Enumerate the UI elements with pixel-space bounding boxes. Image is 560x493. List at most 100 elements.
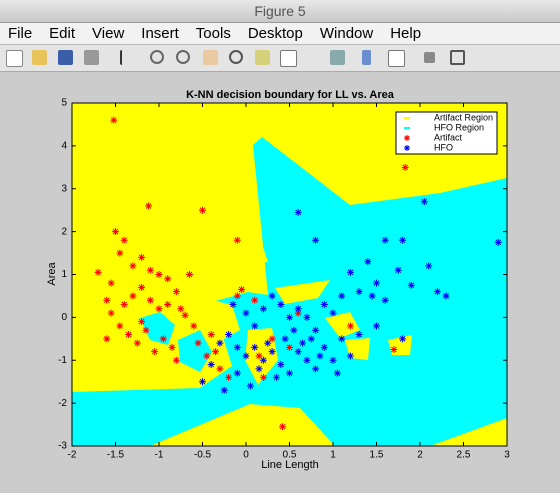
menu-item[interactable]: Help bbox=[390, 25, 422, 42]
artifact-region bbox=[275, 280, 330, 304]
data-point bbox=[255, 365, 263, 373]
data-point bbox=[251, 296, 259, 304]
new-icon[interactable] bbox=[6, 50, 23, 67]
data-point bbox=[264, 339, 272, 347]
data-point bbox=[116, 322, 124, 330]
data-point bbox=[279, 423, 287, 431]
x-tick-label: 1 bbox=[330, 450, 336, 461]
data-point bbox=[355, 331, 363, 339]
data-point bbox=[216, 365, 224, 373]
menu-item[interactable]: Desktop bbox=[247, 25, 303, 42]
artifact-region bbox=[325, 312, 360, 338]
artifact-region bbox=[388, 335, 412, 355]
data-point bbox=[233, 236, 241, 244]
zoom-in-icon[interactable] bbox=[150, 50, 164, 64]
data-point bbox=[442, 292, 450, 300]
x-tick-label: 3 bbox=[504, 450, 510, 461]
dock-icon[interactable] bbox=[450, 50, 465, 65]
data-point bbox=[420, 198, 428, 206]
colorbar-icon[interactable] bbox=[362, 50, 371, 65]
data-point bbox=[346, 322, 354, 330]
legend-marker bbox=[404, 145, 410, 151]
data-point bbox=[329, 309, 337, 317]
data-point bbox=[364, 258, 372, 266]
data-point bbox=[294, 348, 302, 356]
x-tick-label: 2.5 bbox=[457, 450, 471, 461]
chart-title: K-NN decision boundary for LL vs. Area bbox=[186, 89, 395, 101]
data-point bbox=[194, 339, 202, 347]
data-point bbox=[268, 335, 276, 343]
hide-tools-icon[interactable] bbox=[424, 52, 435, 63]
menu-item[interactable]: Edit bbox=[49, 25, 76, 42]
data-point bbox=[373, 279, 380, 287]
data-point bbox=[103, 335, 111, 343]
data-point bbox=[242, 309, 250, 317]
data-point bbox=[146, 296, 154, 304]
data-point bbox=[268, 348, 276, 356]
data-point bbox=[346, 352, 354, 360]
save-icon[interactable] bbox=[58, 50, 73, 65]
data-point bbox=[225, 331, 233, 339]
legend-marker bbox=[404, 135, 410, 141]
pan-icon[interactable] bbox=[203, 50, 218, 65]
x-axis-label: Line Length bbox=[261, 459, 319, 471]
data-point bbox=[233, 343, 241, 351]
data-point bbox=[312, 326, 320, 334]
brush-icon[interactable] bbox=[280, 50, 297, 67]
zoom-out-icon[interactable] bbox=[176, 50, 190, 64]
data-point bbox=[142, 326, 150, 334]
data-point bbox=[155, 305, 163, 313]
data-point bbox=[251, 322, 259, 330]
menu-item[interactable]: Window bbox=[319, 25, 374, 42]
y-tick-label: -1 bbox=[58, 355, 67, 366]
artifact-region bbox=[345, 338, 370, 360]
data-point bbox=[399, 236, 407, 244]
print-icon[interactable] bbox=[84, 50, 99, 65]
menu-item[interactable]: File bbox=[8, 25, 33, 42]
data-point bbox=[338, 335, 346, 343]
data-point bbox=[103, 296, 111, 304]
data-point bbox=[107, 279, 115, 287]
data-point bbox=[433, 288, 441, 296]
data-point bbox=[251, 343, 259, 351]
pointer-icon[interactable] bbox=[120, 50, 130, 65]
data-point bbox=[220, 386, 228, 394]
open-icon[interactable] bbox=[32, 50, 47, 65]
data-point bbox=[381, 296, 389, 304]
data-point bbox=[164, 301, 172, 309]
data-point bbox=[329, 356, 337, 364]
data-point bbox=[286, 343, 293, 351]
data-point bbox=[333, 369, 341, 377]
legend-label: HFO Region bbox=[434, 122, 484, 132]
data-point bbox=[120, 301, 128, 309]
data-point bbox=[303, 313, 311, 321]
artifact-region bbox=[210, 300, 240, 340]
data-point bbox=[107, 309, 115, 317]
y-tick-label: 3 bbox=[61, 183, 67, 194]
legend-icon[interactable] bbox=[388, 50, 405, 67]
data-point bbox=[94, 268, 102, 276]
data-point bbox=[255, 352, 263, 360]
data-point bbox=[401, 163, 409, 171]
data-point bbox=[212, 348, 220, 356]
toolbar bbox=[0, 45, 560, 72]
rotate-icon[interactable] bbox=[229, 50, 243, 64]
data-point bbox=[207, 331, 215, 339]
y-tick-label: 1 bbox=[61, 269, 67, 280]
legend-label: Artifact bbox=[434, 132, 463, 142]
hfo-region bbox=[140, 312, 175, 345]
menu-item[interactable]: Insert bbox=[141, 25, 179, 42]
datacursor-icon[interactable] bbox=[255, 50, 270, 65]
legend-box bbox=[395, 111, 498, 155]
menu-item[interactable]: View bbox=[92, 25, 125, 42]
data-point bbox=[368, 292, 376, 300]
x-tick-label: 1.5 bbox=[370, 450, 384, 461]
y-tick-label: 0 bbox=[61, 312, 67, 323]
artifact-region bbox=[245, 328, 278, 385]
menu-item[interactable]: Tools bbox=[195, 25, 231, 42]
link-icon[interactable] bbox=[330, 50, 345, 65]
data-point bbox=[145, 202, 153, 210]
data-point bbox=[125, 331, 133, 339]
